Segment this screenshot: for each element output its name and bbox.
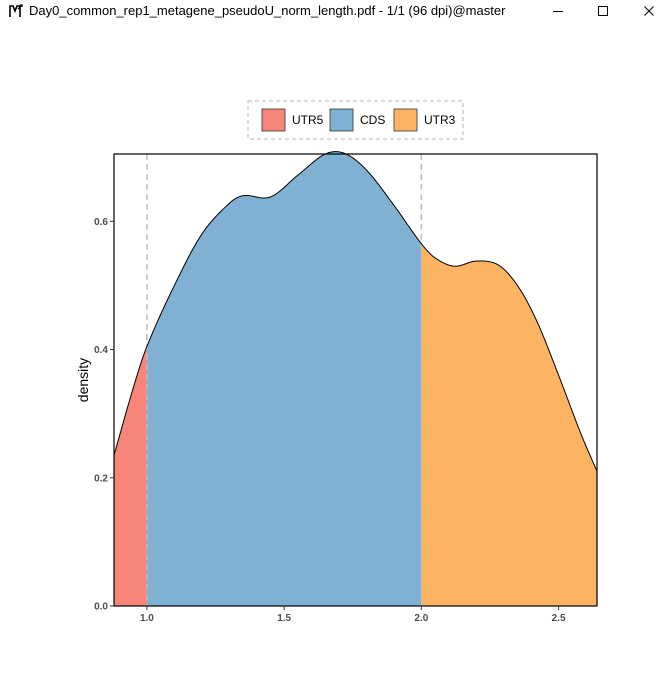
legend-label-utr3: UTR3 <box>424 113 456 127</box>
plot-panel-border <box>113 153 598 607</box>
close-icon <box>644 6 654 16</box>
y-tick-label: 0.2 <box>94 473 108 484</box>
reference-lines <box>146 154 423 606</box>
x-tick-label: 1.0 <box>140 613 154 624</box>
maximize-icon <box>598 6 608 16</box>
axes: 1.0 1.5 2.0 2.5 0.0 0.2 0.4 0.6 <box>94 217 566 624</box>
window-title: Day0_common_rep1_metagene_pseudoU_norm_l… <box>29 3 506 18</box>
x-tick-label: 1.5 <box>277 613 291 624</box>
area-cds <box>146 151 422 607</box>
minimize-icon <box>553 11 563 12</box>
area-utr3 <box>421 243 597 606</box>
close-button[interactable] <box>626 0 672 22</box>
y-tick-label: 0.4 <box>94 345 108 356</box>
minimize-button[interactable] <box>535 0 581 22</box>
pdf-viewer-app-icon <box>9 4 23 17</box>
y-tick-label: 0.6 <box>94 217 108 228</box>
maximize-button[interactable] <box>580 0 626 22</box>
x-tick-label: 2.0 <box>414 613 428 624</box>
y-axis-title: density <box>75 358 91 402</box>
legend-key-cds <box>329 108 354 132</box>
y-tick-label: 0.0 <box>94 602 108 613</box>
area-layer <box>114 151 597 607</box>
x-tick-label: 2.5 <box>552 613 566 624</box>
legend-key-utr5 <box>261 108 286 132</box>
legend: UTR5 CDS UTR3 <box>247 100 464 140</box>
density-curve <box>113 151 598 472</box>
window-titlebar: Day0_common_rep1_metagene_pseudoU_norm_l… <box>0 0 672 26</box>
area-utr5 <box>114 346 147 606</box>
legend-label-cds: CDS <box>360 113 385 127</box>
legend-label-utr5: UTR5 <box>292 113 324 127</box>
legend-key-utr3 <box>393 108 418 132</box>
